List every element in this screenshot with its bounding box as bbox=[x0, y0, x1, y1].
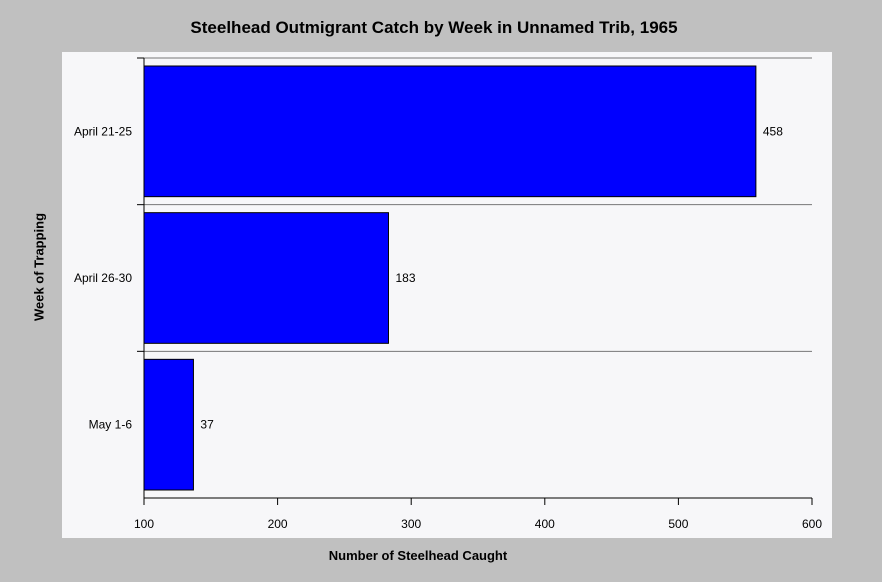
x-axis-label: Number of Steelhead Caught bbox=[328, 548, 508, 563]
bar bbox=[143, 212, 389, 344]
x-tick-label: 400 bbox=[535, 517, 555, 531]
chart-title: Steelhead Outmigrant Catch by Week in Un… bbox=[190, 18, 678, 37]
x-tick-label: 300 bbox=[401, 517, 421, 531]
bar bbox=[143, 358, 194, 491]
data-label: 183 bbox=[395, 271, 415, 285]
x-tick-label: 200 bbox=[268, 517, 288, 531]
bar bbox=[143, 65, 757, 198]
category-label: May 1-6 bbox=[89, 418, 133, 432]
data-label: 37 bbox=[200, 418, 214, 432]
x-tick-label: 500 bbox=[668, 517, 688, 531]
data-label: 458 bbox=[763, 124, 783, 138]
x-tick-label: 600 bbox=[802, 517, 822, 531]
x-tick-label: 100 bbox=[134, 517, 154, 531]
category-label: April 26-30 bbox=[74, 271, 132, 285]
category-label: April 21-25 bbox=[74, 124, 132, 138]
